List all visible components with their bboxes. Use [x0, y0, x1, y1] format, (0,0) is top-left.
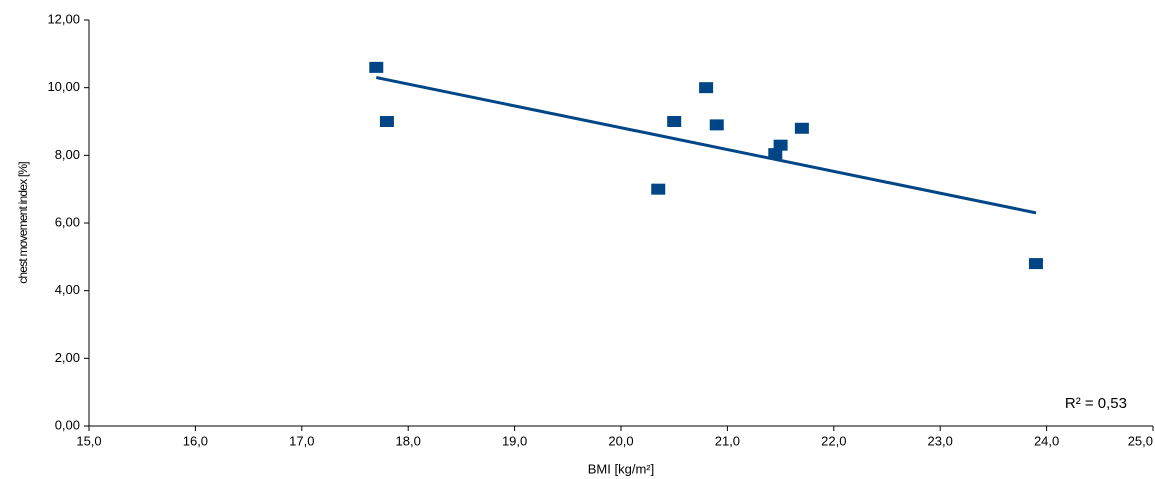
- x-tick-label: 18,0: [396, 433, 421, 448]
- y-tick-label: 6,00: [55, 214, 80, 229]
- x-tick-label: 17,0: [289, 433, 314, 448]
- x-tick-label: 25,0: [1128, 433, 1153, 448]
- y-tick-label: 4,00: [55, 282, 80, 297]
- data-point: [379, 116, 394, 127]
- y-tick-label: 10,00: [47, 79, 80, 94]
- data-point: [773, 139, 788, 151]
- trend-line: [375, 76, 1037, 215]
- data-point: [794, 122, 809, 134]
- x-tick-label: 16,0: [183, 433, 208, 448]
- data-point: [369, 61, 384, 73]
- data-point: [667, 116, 682, 127]
- data-point: [651, 183, 666, 195]
- x-axis-label: BMI [kg/m²]: [588, 461, 654, 476]
- data-point: [709, 119, 724, 131]
- x-tick-label: 15,0: [76, 433, 101, 448]
- data-point: [699, 82, 714, 94]
- x-tick-label: 20,0: [608, 433, 633, 448]
- y-tick-label: 12,00: [47, 11, 80, 26]
- y-axis-label: chest movement index [%]: [16, 162, 30, 284]
- y-tick-label: 0,00: [55, 417, 80, 432]
- x-tick-label: 24,0: [1034, 433, 1059, 448]
- data-point: [768, 148, 783, 160]
- x-tick-label: 19,0: [502, 433, 527, 448]
- x-tick-label: 22,0: [821, 433, 846, 448]
- x-tick-label: 21,0: [715, 433, 740, 448]
- y-tick-label: 2,00: [55, 350, 80, 365]
- x-tick-label: 23,0: [928, 433, 953, 448]
- y-tick-label: 8,00: [55, 147, 80, 162]
- data-point: [1028, 258, 1043, 270]
- r-squared-annotation: R² = 0,53: [1065, 395, 1127, 412]
